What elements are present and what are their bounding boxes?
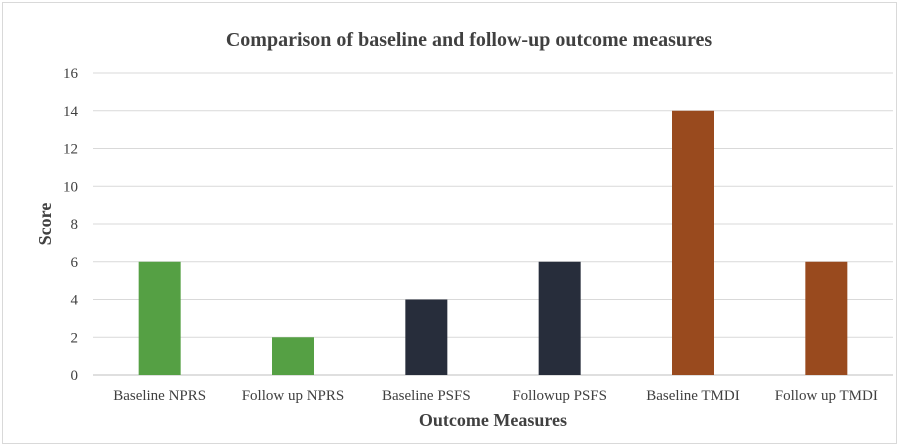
- x-tick-label: Baseline PSFS: [382, 388, 471, 404]
- x-tick-label: Baseline TMDI: [646, 388, 739, 404]
- bar: [405, 299, 448, 375]
- bar: [538, 261, 581, 375]
- x-tick-label: Follow up TMDI: [775, 388, 878, 404]
- x-axis-title: Outcome Measures: [419, 410, 567, 430]
- bar: [805, 261, 848, 375]
- y-tick-label: 0: [71, 368, 79, 384]
- y-tick-label: 16: [63, 66, 79, 82]
- chart-title: Comparison of baseline and follow-up out…: [226, 29, 713, 51]
- bars: [138, 110, 848, 375]
- bar: [272, 337, 314, 375]
- bar: [138, 261, 181, 375]
- y-tick-label: 10: [63, 179, 78, 195]
- x-tick-label: Baseline NPRS: [113, 388, 206, 404]
- y-tick-label: 4: [71, 293, 79, 309]
- y-tick-label: 6: [71, 255, 79, 271]
- y-tick-label: 2: [71, 330, 79, 346]
- y-axis-title: Score: [35, 203, 55, 246]
- x-tick-labels: Baseline NPRS Follow up NPRS Baseline PSFS…: [113, 388, 878, 404]
- y-tick-labels: 0 2 4 6 8 10 12 14 16: [63, 66, 79, 384]
- x-tick-label: Followup PSFS: [512, 388, 607, 404]
- gridlines: [93, 72, 893, 376]
- y-tick-label: 12: [63, 142, 78, 158]
- x-tick-label: Follow up NPRS: [242, 388, 345, 404]
- y-tick-label: 14: [63, 104, 79, 120]
- bar: [672, 110, 714, 375]
- y-tick-label: 8: [71, 217, 79, 233]
